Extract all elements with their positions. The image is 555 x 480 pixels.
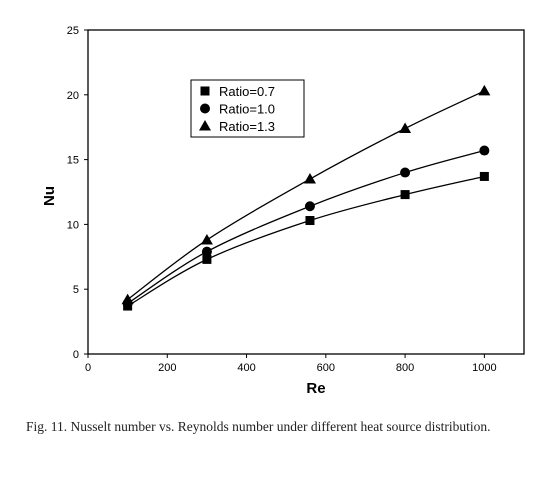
- legend-entry: Ratio=1.3: [219, 119, 275, 134]
- legend-entry: Ratio=0.7: [219, 84, 275, 99]
- legend-marker-square: [200, 86, 210, 96]
- y-tick-label: 0: [73, 349, 79, 361]
- data-point-square: [305, 216, 315, 226]
- data-point-circle: [201, 246, 212, 257]
- data-point-triangle: [478, 84, 491, 96]
- x-tick-label: 800: [396, 362, 414, 374]
- x-tick-label: 600: [317, 362, 335, 374]
- y-axis-label: Nu: [41, 186, 58, 206]
- x-tick-label: 1000: [472, 362, 496, 374]
- y-tick-label: 20: [67, 90, 79, 102]
- series-line: [127, 175, 485, 307]
- series-1: [123, 171, 489, 311]
- y-tick-label: 5: [73, 284, 79, 296]
- legend: Ratio=0.7 Ratio=1.0 Ratio=1.3: [190, 79, 305, 138]
- data-point-triangle: [121, 293, 134, 305]
- data-point-square: [400, 190, 410, 200]
- series-line: [127, 90, 485, 301]
- y-tick-label: 10: [67, 219, 79, 231]
- x-tick-label: 200: [158, 362, 176, 374]
- series-line: [127, 149, 485, 304]
- y-tick-label: 25: [67, 25, 79, 37]
- data-point-circle: [304, 201, 315, 212]
- data-point-triangle: [399, 122, 412, 133]
- data-point-triangle: [303, 173, 316, 184]
- series-3: [121, 84, 491, 305]
- figure-caption: Fig. 11. Nusselt number vs. Reynolds num…: [26, 419, 491, 434]
- series-2: [122, 145, 490, 309]
- data-point-square: [479, 171, 489, 181]
- data-point-circle: [479, 145, 490, 156]
- y-tick-label: 15: [67, 155, 79, 167]
- plot-frame: [87, 29, 525, 355]
- data-point-circle: [400, 167, 411, 178]
- legend-entry: Ratio=1.0: [219, 102, 275, 117]
- x-tick-label: 400: [237, 362, 255, 374]
- legend-marker-circle: [200, 103, 210, 114]
- x-axis-label: Re: [306, 380, 325, 397]
- data-point-triangle: [200, 233, 213, 245]
- x-tick-label: 0: [85, 362, 91, 374]
- data-point-square: [202, 254, 212, 264]
- legend-marker-triangle: [199, 120, 211, 131]
